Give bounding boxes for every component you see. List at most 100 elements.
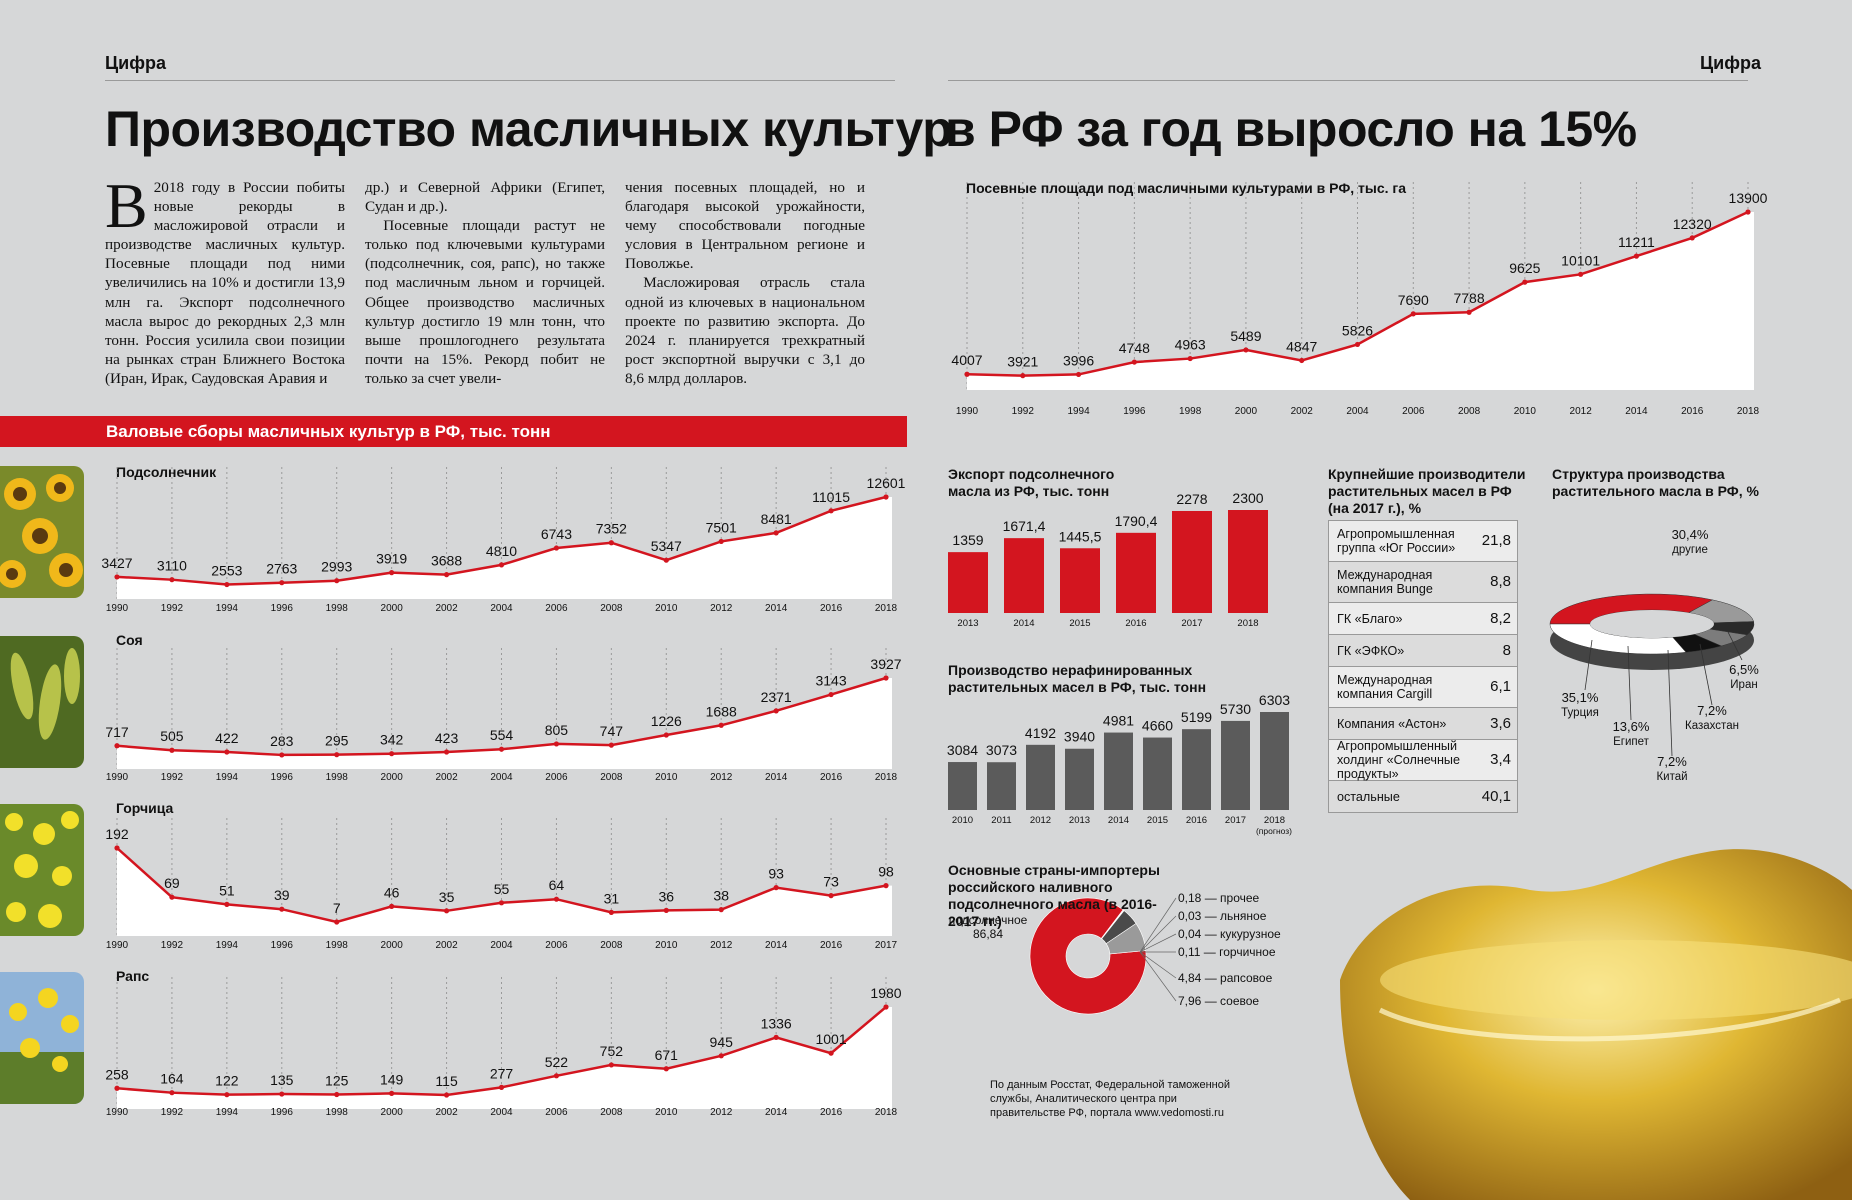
crude-data-label: 3073 [986,742,1017,758]
rapeseed-data-label: 752 [600,1043,624,1059]
article-col3-para1: чения посевных площадей, но и благодаря … [625,179,865,273]
importers-leader [1699,643,1713,706]
soy-point [608,742,614,748]
importers-slice-name: Турция [1561,707,1599,719]
rapeseed-point [389,1090,395,1096]
sown-area [967,212,1754,390]
soy-tick-label: 2000 [381,772,404,783]
sown-point [1578,271,1584,277]
sown-point [1633,253,1640,259]
crude-bar [1182,729,1211,810]
export-tick-label: 2013 [957,618,978,629]
soy-data-label: 1226 [651,713,682,729]
mustard-data-label: 35 [439,889,455,905]
sunflower-tick-label: 2006 [545,603,568,614]
importers-leader [1584,639,1593,691]
rapeseed-photo [0,972,84,1104]
sunflower-point [718,538,724,545]
mustard-point [883,883,889,889]
rapeseed-data-label: 115 [435,1073,458,1089]
oil-bowl-illustration [1340,849,1852,1200]
soy-tick-label: 2002 [435,772,458,783]
sown-point [1354,341,1361,348]
export-tick-label: 2016 [1125,618,1146,629]
sunflower-data-label: 12601 [867,475,906,491]
soy-point [169,747,175,753]
rapeseed-tick-label: 2018 [875,1107,898,1118]
export-bar [1004,538,1044,613]
mustard-data-label: 55 [494,881,510,897]
crude-bar [1026,744,1055,810]
rapeseed-point [663,1066,669,1072]
producer-row: Международная компания Bunge 8,8 [1329,561,1517,602]
producer-value: 21,8 [1481,532,1511,549]
sunflower-tick-label: 2008 [600,603,623,614]
crude-data-label: 4660 [1142,718,1173,734]
structure-slice-label: 0,04 — кукурузное [1178,927,1281,941]
producer-name: Компания «Астон» [1337,716,1447,731]
importers-slice-name: Египет [1613,736,1650,748]
export-tick-label: 2015 [1069,618,1090,629]
importers-slice-value: 7,2% [1697,703,1727,718]
sunflower-data-label: 4810 [486,543,517,559]
importers-slice-name: Иран [1730,679,1757,691]
mustard-data-label: 31 [604,890,620,906]
sown-point [1299,357,1305,364]
sown-tick-label: 1992 [1012,406,1035,417]
crude-data-label: 4981 [1103,713,1134,729]
soy-data-label: 717 [105,724,129,740]
producers-title: Крупнейшие производители растительных ма… [1328,466,1526,516]
sown-point [1410,311,1416,317]
sunflower-tick-label: 2010 [655,603,678,614]
mustard-point [718,907,724,913]
mustard-tick-label: 1992 [161,940,184,951]
sunflower-tick-label: 2000 [381,603,404,614]
soy-tick-label: 1990 [106,772,129,783]
crude-forecast-note: (прогноз) [1256,826,1292,836]
sunflower-tick-label: 1998 [326,603,349,614]
sown-point [1745,209,1751,215]
structure-slice [1105,923,1147,955]
sunflower-data-label: 8481 [761,511,792,527]
gross-harvest-header: Валовые сборы масличных культур в РФ, ты… [0,416,907,447]
header-rule-right [948,80,1748,81]
sown-tick-label: 1994 [1067,406,1090,417]
crude-data-label: 5199 [1181,709,1212,725]
article-column-1: В 2018 году в России побиты новые рекорды… [105,170,345,388]
rapeseed-data-label: 125 [325,1073,349,1089]
sunflower-data-label: 6743 [541,526,572,542]
mustard-tick-label: 2002 [435,940,458,951]
rapeseed-tick-label: 2006 [545,1107,568,1118]
soy-title: Соя [116,632,143,648]
sunflower-point [114,574,120,580]
mustard-point [608,909,614,916]
importers-slice [1549,593,1714,625]
importers-slice-value: 13,6% [1613,719,1650,734]
soy-point [718,722,724,728]
dropcap: В [105,170,148,241]
sown-point [1466,309,1472,315]
mustard-point [334,919,340,925]
export-data-label: 1359 [952,532,983,548]
mustard-point [224,901,230,908]
sown-data-label: 10101 [1561,252,1600,268]
producer-row: Международная компания Cargill 6,1 [1329,666,1517,707]
sunflower-point [169,577,175,583]
sown-data-label: 11211 [1618,234,1655,250]
rapeseed-data-label: 1336 [761,1015,792,1031]
sown-area-title: Посевные площади под масличными культура… [966,180,1407,196]
sunflower-point [334,578,340,584]
producer-name: Агропромышленный холдинг «Солнечные прод… [1337,739,1460,781]
sunflower-data-label: 11015 [812,489,850,505]
rapeseed-data-label: 277 [490,1065,514,1081]
soy-tick-label: 1994 [216,772,239,783]
rapeseed-data-label: 164 [160,1071,184,1087]
export-bar [1060,548,1100,613]
sown-tick-label: 2004 [1346,406,1369,417]
soy-point [883,675,889,681]
rapeseed-data-label: 522 [545,1054,569,1070]
rapeseed-tick-label: 2010 [655,1107,678,1118]
soy-point [279,752,285,758]
importers-slice-value: 35,1% [1562,690,1599,705]
producers-table: Агропромышленная группа «Юг России» 21,8 М… [1328,520,1518,813]
